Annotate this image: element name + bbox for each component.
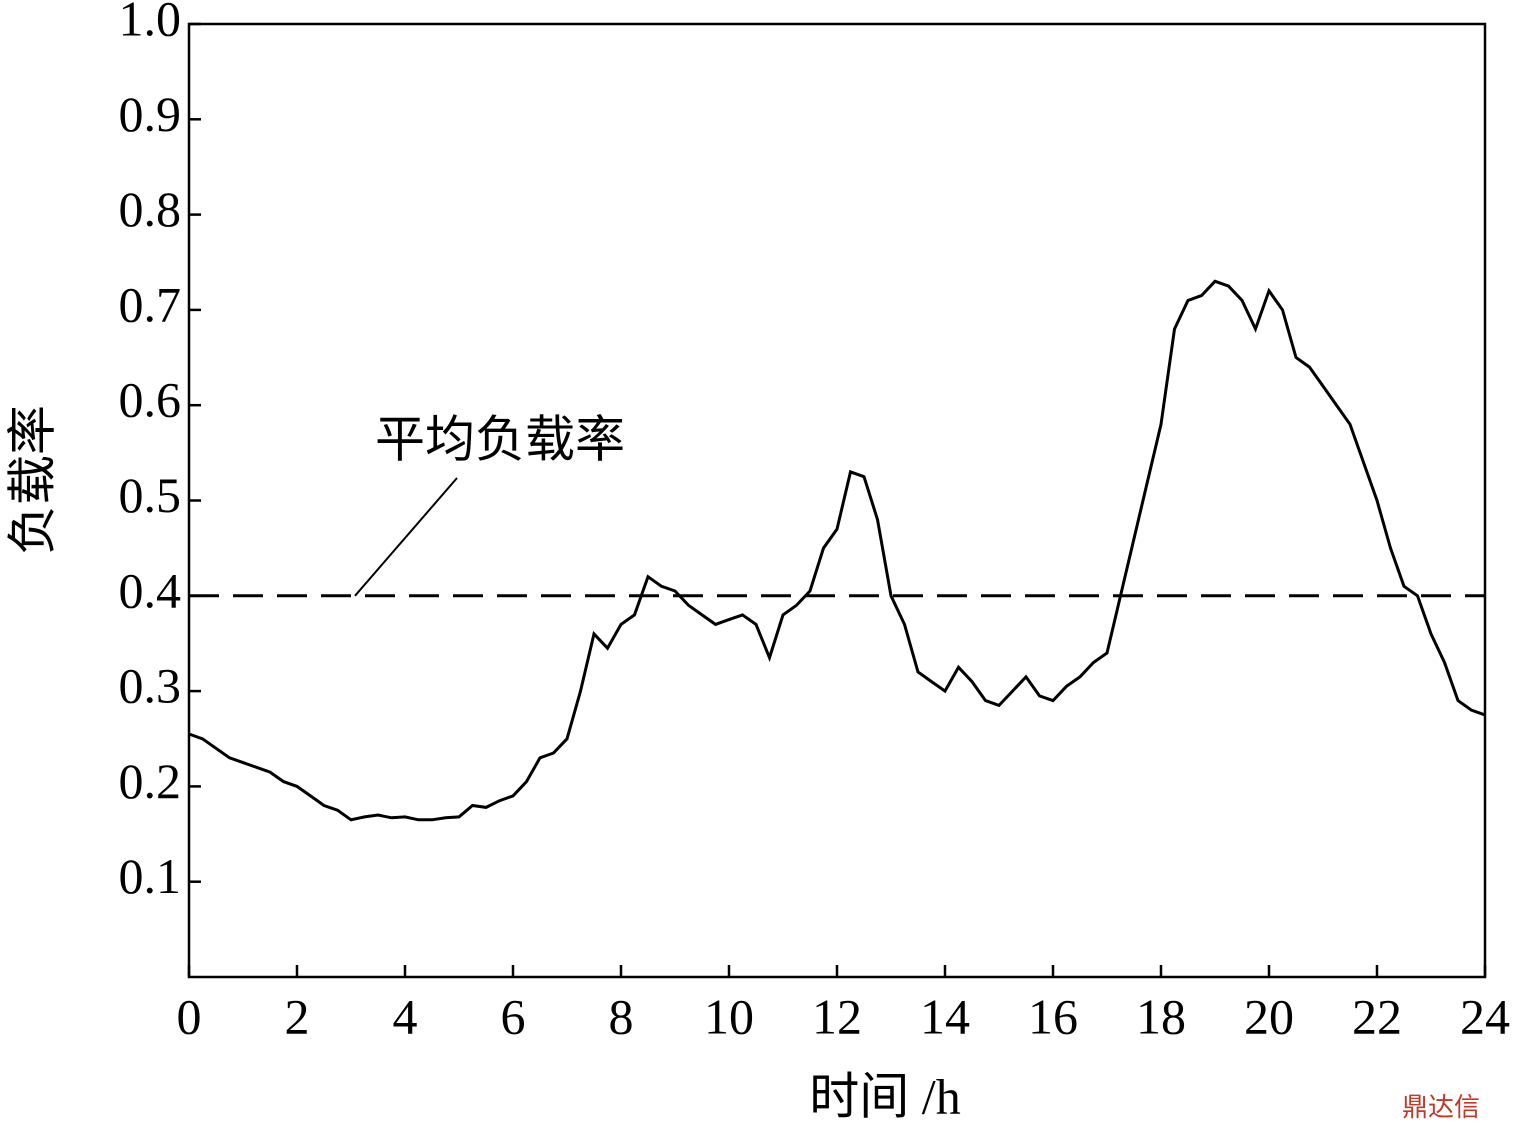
y-tick-label: 0.4: [119, 562, 182, 618]
plot-frame: [187, 22, 1487, 979]
x-tick-label: 2: [285, 988, 310, 1044]
annotation: 平均负载率: [375, 411, 625, 467]
x-tick-label: 10: [704, 988, 754, 1044]
x-tick-label: 20: [1244, 988, 1294, 1044]
y-tick-label: 0.5: [119, 467, 182, 523]
x-axis-label: 时间 /h: [809, 1068, 960, 1124]
y-tick-label: 0.6: [119, 372, 182, 428]
x-tick-label: 14: [920, 988, 970, 1044]
x-tick-label: 12: [812, 988, 862, 1044]
watermark: 鼎达信: [1402, 1093, 1480, 1122]
y-tick-label: 0.1: [119, 848, 182, 904]
x-tick-label: 16: [1028, 988, 1078, 1044]
y-tick-label: 0.7: [119, 276, 182, 332]
x-tick-label: 8: [609, 988, 634, 1044]
y-tick-label: 1.0: [119, 0, 182, 46]
x-tick-label: 0: [177, 988, 202, 1044]
x-tick-label: 22: [1352, 988, 1402, 1044]
data-line: [188, 279, 1486, 822]
y-tick-label: 0.3: [119, 658, 182, 714]
x-tick-label: 6: [501, 988, 526, 1044]
x-tick-label: 4: [393, 988, 418, 1044]
x-tick-label: 24: [1460, 988, 1510, 1044]
y-tick-label: 0.8: [119, 181, 182, 237]
y-axis-label: 负载率: [4, 405, 60, 555]
annotation-leader: [354, 477, 458, 597]
x-tick-label: 18: [1136, 988, 1186, 1044]
y-tick-label: 0.9: [119, 86, 182, 142]
y-tick-label: 0.2: [119, 753, 182, 809]
